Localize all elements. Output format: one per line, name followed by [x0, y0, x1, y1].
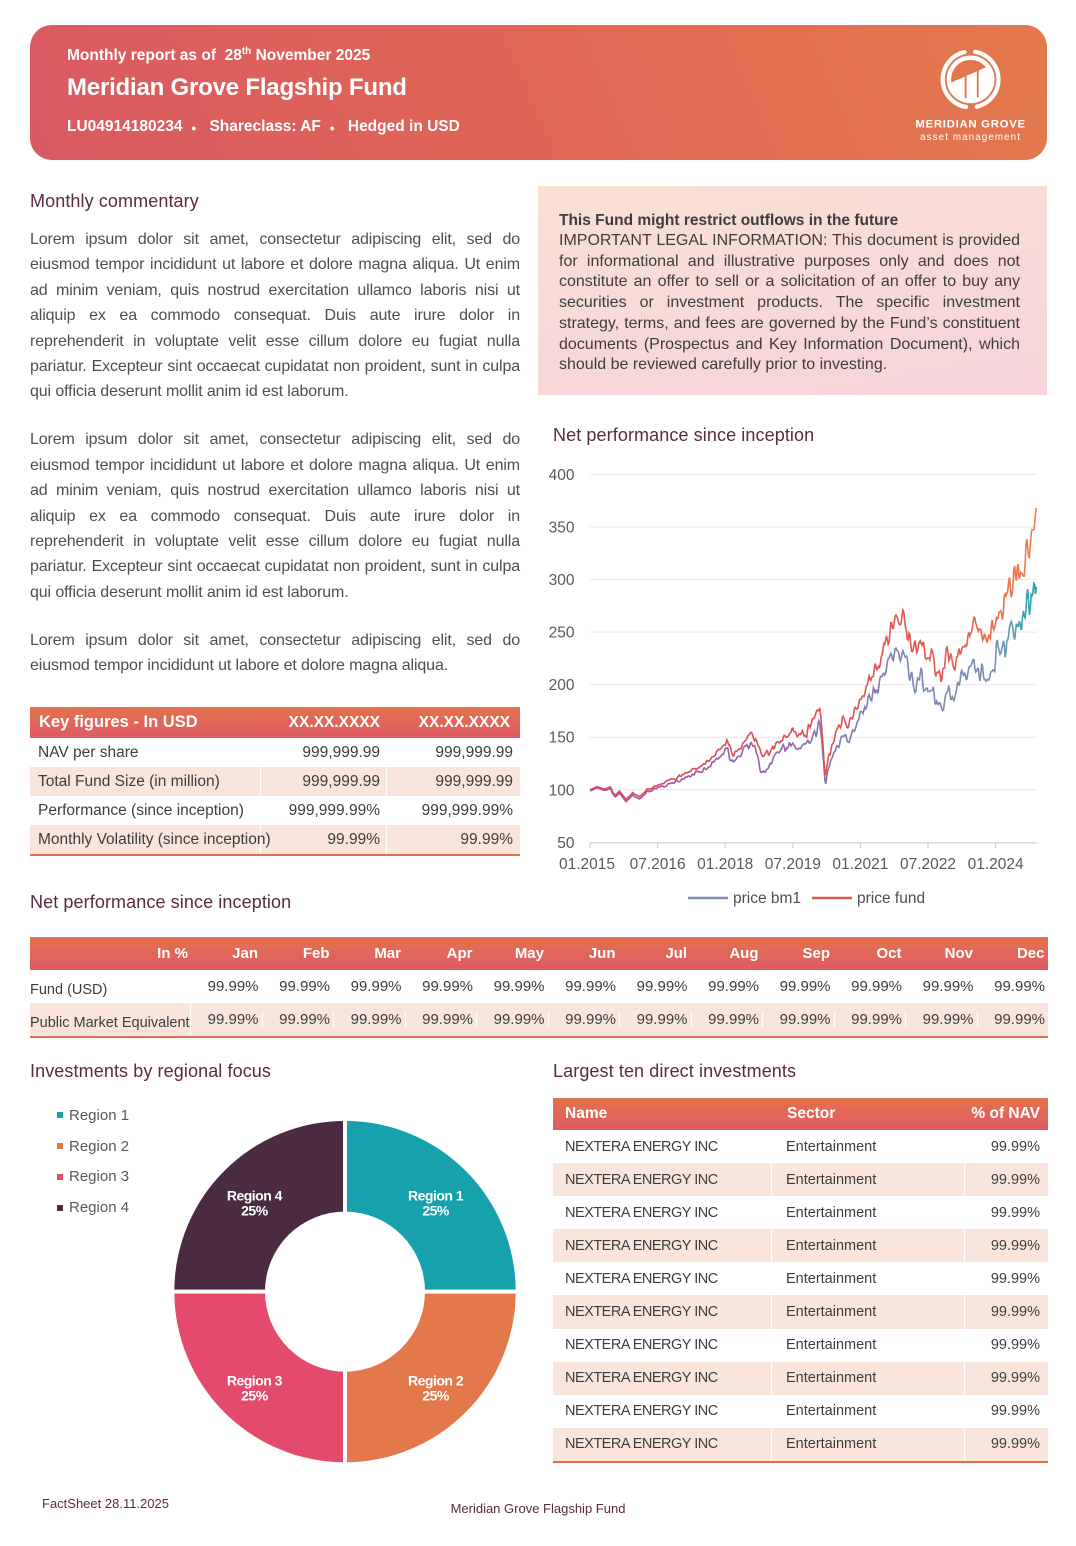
svg-text:25%: 25% [422, 1388, 450, 1404]
svg-text:350: 350 [549, 520, 575, 537]
svg-text:Region 1: Region 1 [408, 1187, 464, 1203]
svg-text:07.2016: 07.2016 [630, 856, 686, 873]
svg-text:01.2018: 01.2018 [697, 856, 753, 873]
svg-text:01.2021: 01.2021 [832, 856, 888, 873]
svg-text:price bm1: price bm1 [733, 890, 801, 907]
svg-text:400: 400 [549, 467, 575, 484]
svg-text:250: 250 [549, 625, 575, 642]
svg-text:asset management: asset management [920, 132, 1021, 143]
svg-text:25%: 25% [241, 1203, 269, 1219]
svg-text:price fund: price fund [857, 890, 925, 907]
svg-text:25%: 25% [422, 1203, 450, 1219]
svg-text:25%: 25% [241, 1388, 269, 1404]
svg-text:50: 50 [557, 835, 575, 852]
svg-text:Region 4: Region 4 [227, 1187, 283, 1203]
svg-text:300: 300 [549, 572, 575, 589]
svg-text:Region 3: Region 3 [227, 1372, 283, 1388]
svg-text:01.2024: 01.2024 [968, 856, 1024, 873]
svg-text:150: 150 [549, 730, 575, 747]
svg-text:01.2015: 01.2015 [559, 856, 615, 873]
svg-text:200: 200 [549, 677, 575, 694]
svg-text:07.2019: 07.2019 [765, 856, 821, 873]
svg-text:MERIDIAN GROVE: MERIDIAN GROVE [915, 118, 1025, 130]
svg-text:07.2022: 07.2022 [900, 856, 956, 873]
svg-text:100: 100 [549, 782, 575, 799]
svg-text:Region 2: Region 2 [408, 1372, 464, 1388]
